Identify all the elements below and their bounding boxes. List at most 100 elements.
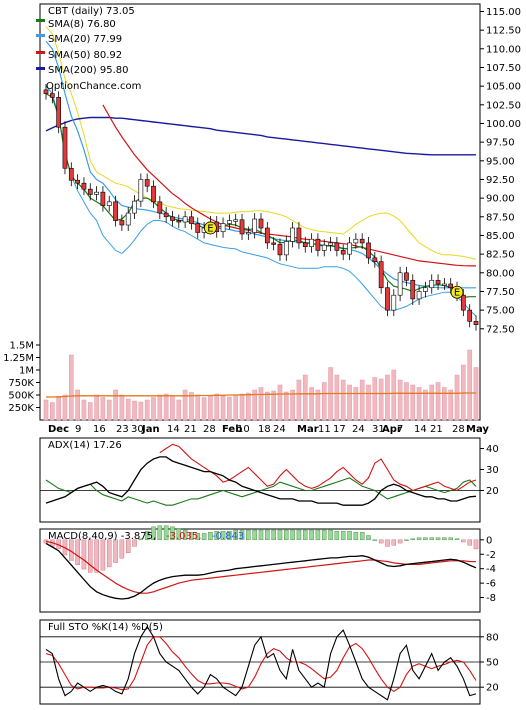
volume-bar-8 <box>94 394 99 421</box>
macd-line <box>45 542 477 600</box>
candle-body-4 <box>68 167 74 181</box>
macd-histogram-bar-55 <box>391 539 397 546</box>
watermark: OptionChance.com <box>46 81 141 92</box>
event-marker-0 <box>204 221 217 235</box>
macd-histogram-bar-6 <box>81 539 87 570</box>
macd-histogram-bar-51 <box>366 535 371 541</box>
volume-bar-67 <box>467 349 472 421</box>
macd-histogram-bar-65 <box>454 538 460 541</box>
macd-histogram-bar-24 <box>195 533 201 541</box>
candle-body-45 <box>328 242 333 246</box>
macd-histogram-bar-9 <box>100 539 106 571</box>
macd-histogram-bar-44 <box>321 529 327 541</box>
candle-body-54 <box>385 287 390 311</box>
event-marker-label-1: E <box>454 288 460 299</box>
macd-histogram-bar-15 <box>138 538 144 541</box>
candle-body-37 <box>277 244 283 256</box>
macd-histogram-bar-54 <box>385 539 390 547</box>
adx-line <box>45 456 477 506</box>
candle-body-58 <box>410 279 416 300</box>
volume-bar-15 <box>138 401 144 421</box>
volume-bar-44 <box>321 382 327 421</box>
volume-tick-label-5: 250K <box>8 403 34 414</box>
candle-body-24 <box>195 223 201 233</box>
volume-bar-49 <box>353 387 359 421</box>
macd-histogram-bar-36 <box>271 529 276 541</box>
x-tick-label-18: Apr <box>382 424 402 435</box>
candle-body-13 <box>125 212 131 226</box>
macd-histogram-bar-58 <box>410 538 416 541</box>
macd-histogram-bar-16 <box>144 530 150 541</box>
volume-bar-53 <box>378 378 384 421</box>
candle-body-9 <box>100 191 106 206</box>
x-tick-label-17: 31 <box>372 424 385 435</box>
bollinger-upper-line <box>45 26 477 260</box>
macd-histogram-bar-41 <box>303 529 308 541</box>
sto-panel: 80 50 20 <box>39 619 499 705</box>
macd-histogram-bar-63 <box>442 537 447 541</box>
candle-body-22 <box>182 216 188 223</box>
macd-histogram-bar-46 <box>334 530 340 541</box>
macd-histogram-bar-23 <box>189 532 194 541</box>
candle-body-10 <box>106 201 112 206</box>
volume-bar-26 <box>208 395 213 421</box>
candle-body-21 <box>176 220 182 223</box>
x-tick-label-20: 14 <box>414 424 427 435</box>
volume-bar-23 <box>189 392 194 421</box>
macd-histogram-bar-53 <box>378 539 384 544</box>
macd-histogram-bar-28 <box>220 530 226 541</box>
price-y-tick-label-4: 105.00 <box>486 82 521 93</box>
macd-histogram-bar-31 <box>239 529 245 541</box>
price-y-tick-label-2: 110.00 <box>486 44 521 55</box>
candle-body-30 <box>233 219 239 222</box>
x-tick-label-5: Jan <box>141 424 160 435</box>
price-panel: 115.00 112.50 110.00 107.50 105.00 102.50 100.… <box>3 3 521 435</box>
volume-bar-38 <box>283 391 289 421</box>
candle-body-61 <box>429 279 435 289</box>
candle-body-40 <box>296 227 302 244</box>
candle-body-11 <box>113 201 118 221</box>
macd-histogram-bar-43 <box>315 529 321 541</box>
candle-body-28 <box>220 223 226 233</box>
volume-bar-63 <box>442 387 447 421</box>
macd-histogram-bar-10 <box>106 539 112 568</box>
volume-bar-2 <box>56 397 61 421</box>
adx-y-tick-label-2: 20 <box>486 486 499 497</box>
legend-swatch-sma8 <box>36 19 45 22</box>
x-tick-label-22: 28 <box>452 424 465 435</box>
candle-body-7 <box>87 188 93 195</box>
candle-body-35 <box>264 227 270 244</box>
x-tick-label-11: 18 <box>258 424 271 435</box>
macd-histogram-bar-35 <box>265 529 270 541</box>
volume-bar-18 <box>157 394 163 421</box>
adx-panel: 40 30 20 <box>39 437 499 523</box>
candle-body-39 <box>290 227 295 242</box>
volume-bar-9 <box>100 397 106 421</box>
macd-signal-label: -3.035, <box>166 531 201 542</box>
macd-histogram-bar-18 <box>157 525 163 541</box>
sto-y-tick-label-2: 20 <box>486 683 499 694</box>
macd-histogram-bar-50 <box>359 532 365 541</box>
macd-y-tick-label-4: -8 <box>486 593 496 604</box>
volume-bar-34 <box>258 387 264 421</box>
candle-body-6 <box>81 182 87 190</box>
candle-body-52 <box>372 257 378 262</box>
macd-y-tick-label-1: -2 <box>486 550 496 561</box>
x-tick-label-13: Mar <box>297 424 319 435</box>
event-marker-label-0: E <box>207 224 213 235</box>
x-tick-label-19: 7 <box>397 424 403 435</box>
macd-y-tick-label-0: 0 <box>486 535 492 546</box>
candle-body-32 <box>245 232 251 235</box>
x-tick-label-7: 21 <box>184 424 197 435</box>
candle-body-51 <box>366 242 371 259</box>
volume-bar-47 <box>340 379 346 421</box>
volume-bar-13 <box>125 398 131 421</box>
legend-sma20: SMA(20) 77.99 <box>48 34 122 45</box>
volume-bar-42 <box>309 387 314 421</box>
volume-bar-59 <box>416 387 422 421</box>
volume-bar-17 <box>151 397 156 421</box>
candle-body-12 <box>119 220 125 226</box>
x-tick-label-4: 30 <box>131 424 144 435</box>
volume-bar-57 <box>404 382 409 421</box>
